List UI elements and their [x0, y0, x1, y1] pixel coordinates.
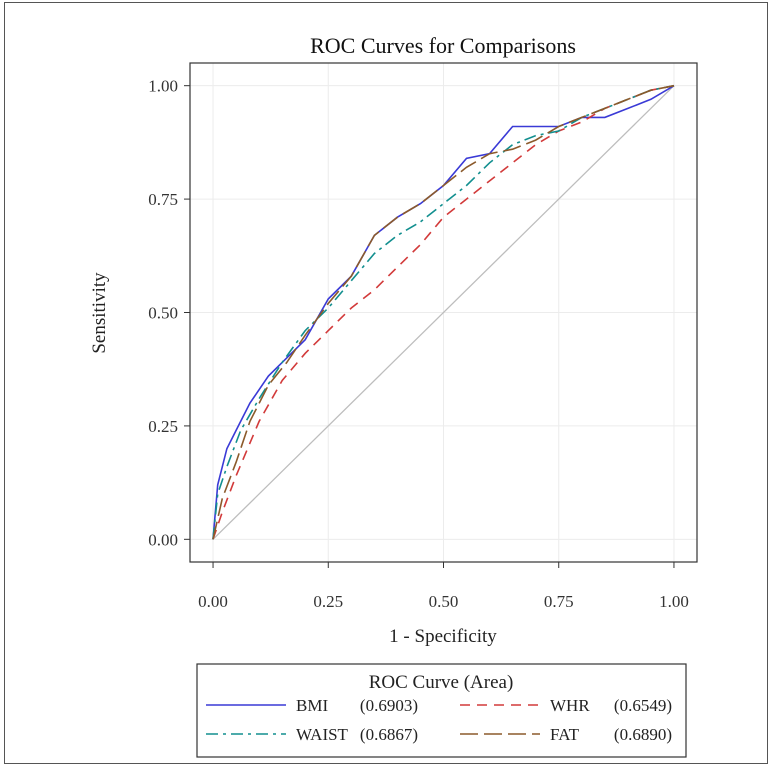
legend-area-fat: (0.6890) [614, 725, 672, 744]
y-tick-label: 0.75 [148, 190, 178, 209]
x-tick-label: 0.75 [544, 592, 574, 611]
y-axis-label: Sensitivity [89, 272, 110, 354]
legend-area-waist: (0.6867) [360, 725, 418, 744]
x-tick-label: 0.50 [429, 592, 459, 611]
grid [190, 63, 697, 562]
x-tick-label: 1.00 [659, 592, 689, 611]
legend-label-whr: WHR [550, 696, 590, 715]
legend-entries: BMI (0.6903) WHR (0.6549) WAIST (0.6867) FAT (0… [206, 696, 672, 744]
y-tick-label: 1.00 [148, 77, 178, 96]
y-axis-ticks: 0.00 0.25 0.50 0.75 1.00 [148, 77, 190, 549]
x-axis-label: 1 - Specificity [389, 626, 497, 647]
x-tick-label: 0.00 [198, 592, 228, 611]
y-tick-label: 0.00 [148, 530, 178, 549]
chart-title: ROC Curves for Comparisons [310, 33, 576, 58]
legend-area-whr: (0.6549) [614, 696, 672, 715]
y-tick-label: 0.50 [148, 304, 178, 323]
legend-title: ROC Curve (Area) [369, 672, 514, 693]
legend-area-bmi: (0.6903) [360, 696, 418, 715]
legend-label-bmi: BMI [296, 696, 328, 715]
legend-label-fat: FAT [550, 725, 580, 744]
legend: ROC Curve (Area) BMI (0.6903) WHR (0.6549) W… [196, 663, 687, 758]
x-axis-ticks: 0.00 0.25 0.50 0.75 1.00 [198, 562, 689, 611]
legend-box [196, 663, 687, 758]
legend-label-waist: WAIST [296, 725, 349, 744]
series-layer [212, 84, 675, 540]
chart-frame [4, 2, 768, 764]
x-tick-label: 0.25 [313, 592, 343, 611]
series-line-whr [212, 84, 675, 540]
series-line-fat [212, 84, 675, 540]
reference-diagonal [212, 85, 675, 540]
y-tick-label: 0.25 [148, 417, 178, 436]
